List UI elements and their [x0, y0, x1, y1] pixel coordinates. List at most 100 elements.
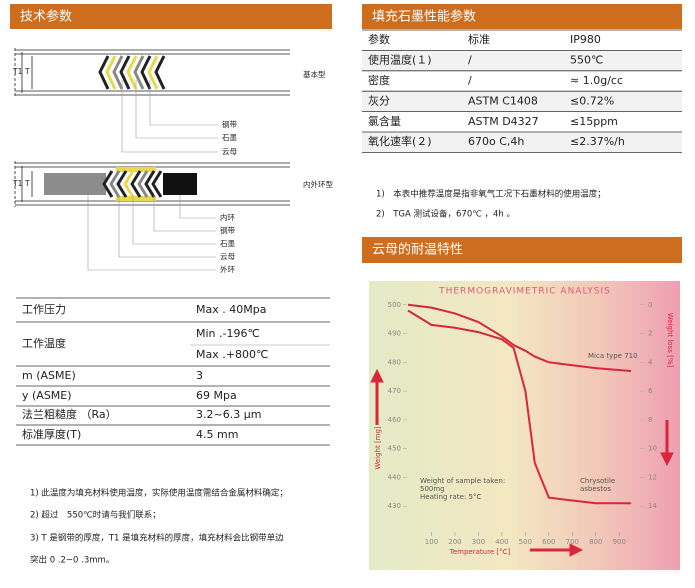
cell: ≤2.37%/h: [570, 135, 625, 148]
cell: m (ASME): [22, 369, 76, 382]
part-label: 石墨: [222, 133, 237, 142]
cell: 法兰粗糙度 （Ra）: [22, 407, 117, 421]
y-tick-label: 490: [388, 330, 401, 338]
note: 2) TGA 测试设备，670℃ ，4h 。: [376, 209, 515, 220]
row-shade: [362, 111, 682, 132]
note: 3) T 是钢带的厚度，T1 是填充材料的厚度，填充材料会比钢带单边: [30, 533, 284, 544]
y2-tick-label: 10: [648, 445, 657, 453]
x-tick-label: 400: [495, 538, 508, 546]
arrows: [370, 368, 674, 557]
x-axis-label: Temperature [°C]: [449, 548, 511, 556]
y2-tick-label: 12: [648, 473, 657, 481]
property-table: 参数 标准 IP980 使用温度(１) / 550℃ 密度 / ≈ 1.0g/cc 灰分 ASTM …: [362, 29, 682, 153]
x-tick-label: 200: [448, 538, 461, 546]
y2-tick-label: 2: [648, 330, 652, 338]
x-tick-label: 300: [472, 538, 485, 546]
x-tick-label: 900: [613, 538, 626, 546]
cell: 氧化速率(２): [368, 134, 432, 148]
y2-tick-label: 4: [648, 358, 653, 366]
cell: 氯含量: [368, 114, 401, 128]
cell: 灰分: [368, 93, 390, 107]
cell: 3.2~6.3 μm: [196, 408, 261, 421]
note: 1) 此温度为填充材料使用温度，实际使用温度需结合金属材料确定；: [30, 488, 288, 499]
row-shade: [362, 91, 682, 112]
y-tick-label: 440: [388, 473, 401, 481]
note: 1) 本表中推荐温度是指非氧气工况下石墨材料的使用温度；: [376, 189, 606, 200]
y-axis-label: Weight [mg]: [374, 426, 382, 470]
cell: 使用温度(１): [368, 53, 432, 67]
series-label: Mica type 710: [588, 352, 638, 360]
diagram-label: 基本型: [303, 69, 326, 79]
cell: 670o C,4h: [468, 135, 524, 148]
annotation: Weight of sample taken:: [420, 477, 505, 485]
part-label: 外环: [220, 264, 235, 274]
diagram-ring: T1 T: [12, 161, 290, 271]
row-shade: [362, 70, 682, 92]
cell: IP980: [570, 33, 601, 46]
series-label: Chrysotile: [580, 477, 615, 485]
t1-label: T1: [12, 67, 23, 76]
part-label: 石墨: [220, 239, 235, 248]
header-bar: [10, 4, 332, 29]
cell: 550℃: [570, 54, 603, 67]
y2-tick-label: 6: [648, 387, 653, 395]
series-line: [407, 303, 632, 372]
y2-tick-label: 0: [648, 301, 652, 309]
annotation: Heating rate: 5°C: [420, 493, 481, 501]
y2-tick-label: 8: [648, 416, 652, 424]
chart: THERMOGRAVIMETRIC ANALYSIS43044045046047…: [374, 287, 674, 557]
spec-table: 工作压力 Max . 40Mpa 工作温度 Min .-196℃ Max .+8…: [16, 297, 330, 446]
header: 云母的耐温特性: [372, 242, 463, 258]
x-tick-label: 800: [589, 538, 602, 546]
cell: y (ASME): [22, 389, 72, 402]
row-shade: [362, 50, 682, 71]
annotation: 500mg: [420, 485, 445, 493]
cell: 工作压力: [22, 303, 66, 316]
cell: 4.5 mm: [196, 428, 238, 441]
cell: Min .-196℃: [196, 327, 260, 340]
y-tick-label: 470: [388, 387, 401, 395]
cell: /: [468, 54, 472, 67]
cell: Max . 40Mpa: [196, 303, 266, 316]
part-label: 内环: [220, 212, 235, 222]
x-tick-label: 600: [542, 538, 555, 546]
header-bar: [362, 4, 682, 29]
x-tick-label: 500: [519, 538, 532, 546]
cell: /: [468, 74, 472, 87]
part-label: 云母: [222, 147, 237, 156]
y-tick-label: 460: [388, 416, 401, 424]
cell: ≈ 1.0g/cc: [570, 74, 623, 87]
x-tick-label: 100: [425, 538, 438, 546]
row-shade: [362, 132, 682, 153]
cell: 标准厚度(T): [22, 427, 81, 441]
y-tick-label: 450: [388, 445, 401, 453]
chart-background: [369, 281, 680, 570]
diagram-label: 内外环型: [303, 179, 333, 189]
cell: 标准: [468, 32, 490, 46]
y-tick-label: 500: [388, 301, 401, 309]
t-label: T: [24, 67, 30, 76]
chart-title: THERMOGRAVIMETRIC ANALYSIS: [438, 287, 611, 297]
cell: ASTM D4327: [468, 115, 539, 128]
cell: 3: [196, 369, 203, 382]
part-label: 钢带: [220, 225, 235, 235]
y-tick-label: 430: [388, 502, 401, 510]
diagram-basic: T1 T: [12, 48, 290, 153]
y2-axis-label: Weight loss [%]: [666, 313, 674, 368]
cell: ≤15ppm: [570, 115, 618, 128]
cell: 密度: [368, 73, 390, 87]
series-label: asbestos: [580, 485, 611, 493]
y-tick-label: 480: [388, 358, 401, 366]
x-tick-label: 700: [566, 538, 579, 546]
cell: ≤0.72%: [570, 94, 614, 107]
part-label: 钢带: [222, 119, 237, 129]
header-bar: [362, 237, 682, 263]
header: 技术参数: [20, 9, 72, 25]
note: 突出 0 .2~0 .3mm。: [30, 555, 114, 566]
part-label: 云母: [220, 252, 235, 261]
note: 2) 超过 550℃时请与我们联系；: [30, 510, 161, 521]
cell: 工作温度: [22, 336, 66, 350]
cell: 参数: [368, 32, 390, 46]
y2-tick-label: 14: [648, 502, 657, 510]
